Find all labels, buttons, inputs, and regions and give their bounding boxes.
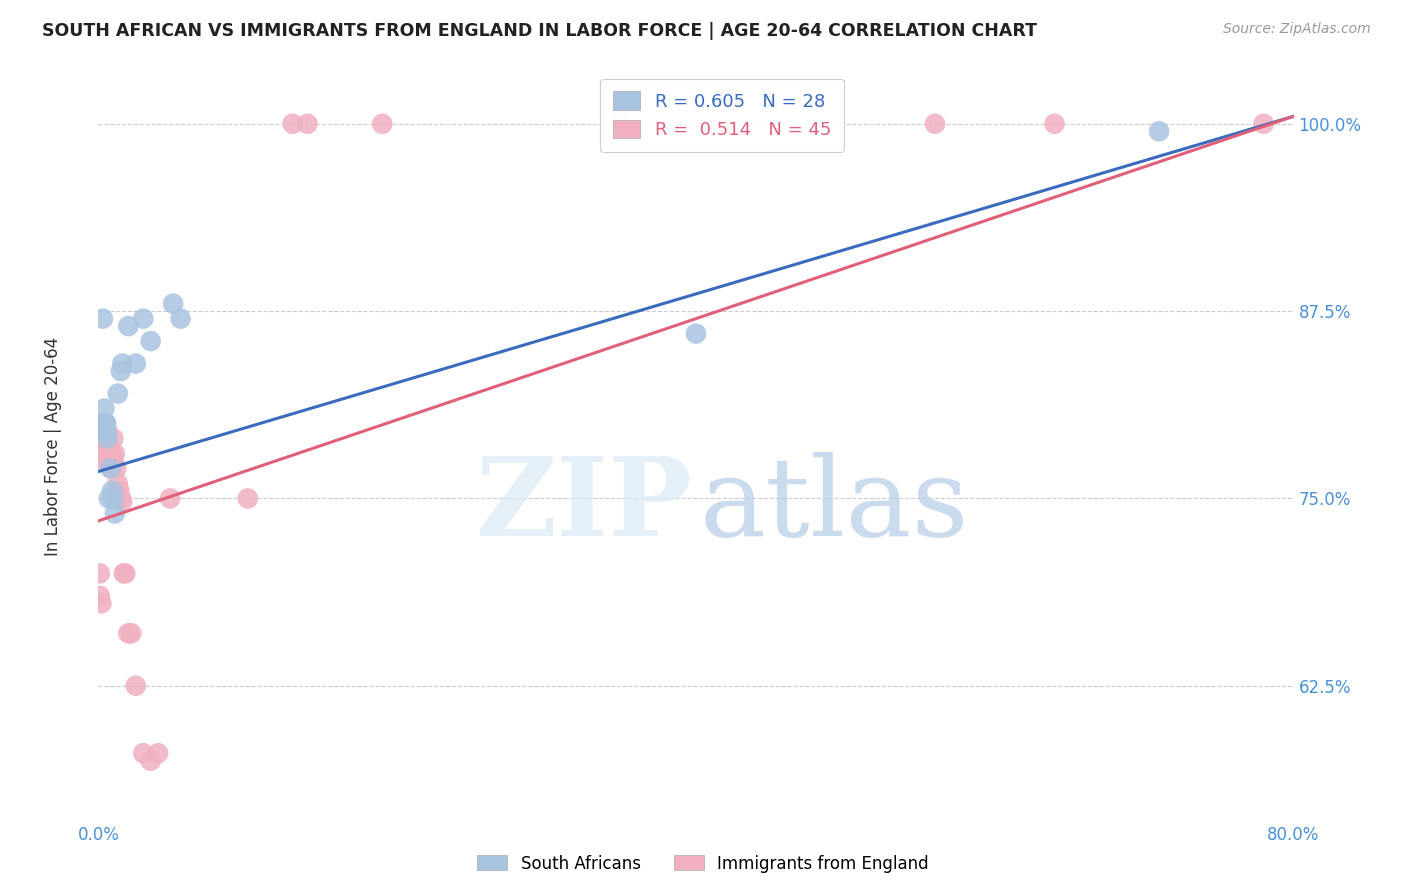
Point	[103, 454, 125, 468]
Point	[125, 679, 148, 693]
Point	[169, 311, 191, 326]
Point	[111, 494, 134, 508]
Point	[94, 446, 117, 460]
Point	[148, 746, 170, 760]
Point	[107, 476, 129, 491]
Point	[89, 589, 111, 603]
Point	[98, 461, 122, 475]
Point	[110, 364, 132, 378]
Point	[94, 417, 117, 431]
Point	[139, 334, 162, 348]
Point	[93, 417, 115, 431]
Point	[1253, 117, 1275, 131]
Point	[89, 417, 111, 431]
Point	[114, 566, 136, 581]
Point	[90, 432, 112, 446]
Point	[117, 319, 139, 334]
Point	[371, 117, 394, 131]
Point	[236, 491, 259, 506]
Point	[105, 461, 128, 475]
Point	[924, 117, 946, 131]
Point	[281, 117, 304, 131]
Point	[98, 446, 122, 460]
Point	[103, 432, 125, 446]
Point	[91, 311, 114, 326]
Point	[94, 417, 117, 431]
Point	[159, 491, 181, 506]
Point	[90, 417, 112, 431]
Point	[94, 424, 117, 438]
Point	[111, 357, 134, 371]
Point	[139, 754, 162, 768]
Point	[90, 417, 112, 431]
Point	[91, 432, 114, 446]
Point	[1147, 124, 1170, 138]
Point	[89, 424, 111, 438]
Point	[96, 439, 118, 453]
Point	[97, 439, 120, 453]
Text: In Labor Force | Age 20-64: In Labor Force | Age 20-64	[44, 336, 62, 556]
Point	[93, 454, 115, 468]
Point	[132, 311, 155, 326]
Text: SOUTH AFRICAN VS IMMIGRANTS FROM ENGLAND IN LABOR FORCE | AGE 20-64 CORRELATION : SOUTH AFRICAN VS IMMIGRANTS FROM ENGLAND…	[42, 22, 1038, 40]
Point	[297, 117, 319, 131]
Point	[101, 446, 124, 460]
Point	[91, 417, 114, 431]
Text: atlas: atlas	[700, 452, 969, 559]
Point	[108, 483, 131, 498]
Point	[90, 417, 112, 431]
Point	[120, 626, 142, 640]
Point	[91, 417, 114, 431]
Point	[94, 417, 117, 431]
Point	[104, 446, 127, 460]
Point	[1043, 117, 1066, 131]
Point	[685, 326, 707, 341]
Point	[96, 432, 118, 446]
Point	[104, 507, 127, 521]
Text: ZIP: ZIP	[475, 452, 692, 559]
Point	[112, 566, 135, 581]
Text: Source: ZipAtlas.com: Source: ZipAtlas.com	[1223, 22, 1371, 37]
Point	[96, 424, 118, 438]
Point	[110, 491, 132, 506]
Point	[125, 357, 148, 371]
Point	[101, 483, 124, 498]
Point	[90, 596, 112, 610]
Point	[94, 432, 117, 446]
Point	[132, 746, 155, 760]
Point	[117, 626, 139, 640]
Point	[610, 117, 633, 131]
Point	[93, 401, 115, 416]
Point	[107, 386, 129, 401]
Point	[93, 432, 115, 446]
Legend: R = 0.605   N = 28, R =  0.514   N = 45: R = 0.605 N = 28, R = 0.514 N = 45	[600, 78, 844, 152]
Point	[101, 461, 124, 475]
Point	[89, 566, 111, 581]
Point	[103, 491, 125, 506]
Point	[162, 296, 184, 310]
Point	[93, 417, 115, 431]
Legend: South Africans, Immigrants from England: South Africans, Immigrants from England	[471, 848, 935, 880]
Point	[97, 491, 120, 506]
Point	[97, 454, 120, 468]
